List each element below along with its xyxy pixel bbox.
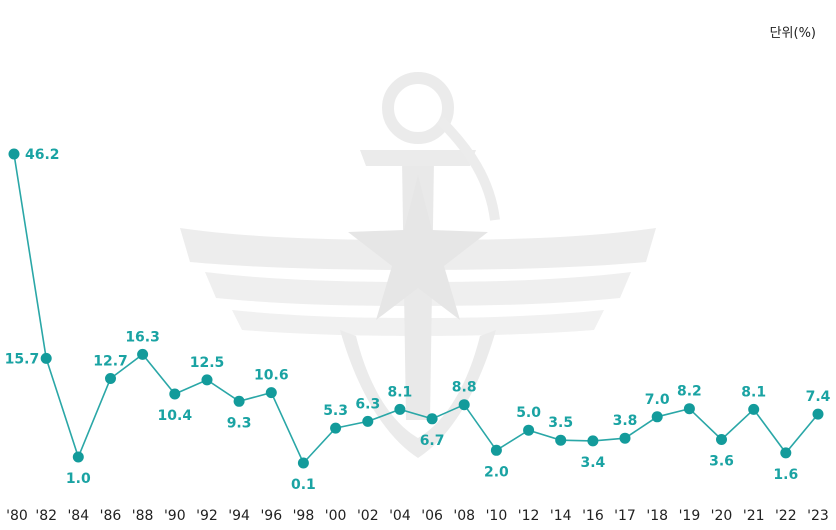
data-point xyxy=(619,432,631,444)
x-tick-label: '80 xyxy=(6,508,28,524)
data-label: 6.7 xyxy=(420,433,445,449)
data-point xyxy=(40,352,52,364)
x-tick-label: '23 xyxy=(807,508,829,524)
data-label: 10.6 xyxy=(254,368,289,384)
data-point xyxy=(201,374,213,386)
data-point xyxy=(8,148,20,160)
x-tick-label: '84 xyxy=(67,508,89,524)
data-point xyxy=(587,435,599,447)
data-label: 8.2 xyxy=(677,384,702,400)
data-point xyxy=(523,424,535,436)
data-label: 3.6 xyxy=(709,454,734,470)
data-label: 3.8 xyxy=(613,413,638,429)
data-point xyxy=(233,395,245,407)
series-line xyxy=(13,153,819,465)
x-tick-label: '14 xyxy=(550,508,572,524)
x-tick-label: '82 xyxy=(35,508,57,524)
x-tick-label: '92 xyxy=(196,508,218,524)
data-label: 7.0 xyxy=(645,392,670,408)
data-point xyxy=(105,373,116,384)
x-tick-label: '06 xyxy=(421,508,443,524)
data-markers xyxy=(8,148,824,469)
x-tick-label: '18 xyxy=(646,508,668,524)
x-tick-label: '86 xyxy=(100,508,122,524)
data-label: 10.4 xyxy=(158,408,193,424)
x-tick-label: '90 xyxy=(164,508,186,524)
data-label: 3.4 xyxy=(580,455,605,471)
data-point xyxy=(683,403,695,415)
x-tick-label: '08 xyxy=(453,508,475,524)
data-point xyxy=(265,387,277,399)
data-label: 3.5 xyxy=(548,415,573,431)
data-label: 5.3 xyxy=(323,403,348,419)
data-label: 8.1 xyxy=(387,384,412,400)
data-label: 1.0 xyxy=(66,471,91,487)
data-label: 12.7 xyxy=(93,354,128,370)
data-label: 16.3 xyxy=(125,329,160,345)
data-label: 5.0 xyxy=(516,405,541,421)
data-label: 15.7 xyxy=(5,351,40,367)
x-tick-label: '94 xyxy=(228,508,250,524)
data-point xyxy=(330,422,342,434)
x-tick-label: '02 xyxy=(357,508,379,524)
x-tick-label: '21 xyxy=(743,508,765,524)
x-tick-label: '96 xyxy=(260,508,282,524)
x-tick-label: '16 xyxy=(582,508,604,524)
data-point xyxy=(651,411,663,423)
data-point xyxy=(362,415,374,427)
x-tick-label: '20 xyxy=(711,508,733,524)
data-label: 46.2 xyxy=(25,147,60,163)
x-axis-tick-labels: '80 '82 '84 '86 '88 '90 '92 '94 '96 '98 '00 '02 '04 '… xyxy=(6,508,829,524)
x-tick-label: '12 xyxy=(518,508,540,524)
x-tick-label: '17 xyxy=(614,508,636,524)
x-tick-label: '88 xyxy=(132,508,154,524)
data-label: 1.6 xyxy=(773,467,798,483)
x-tick-label: '98 xyxy=(293,508,315,524)
data-label: 9.3 xyxy=(227,415,252,431)
data-label: 12.5 xyxy=(190,355,225,371)
data-point xyxy=(426,413,438,425)
data-label: 7.4 xyxy=(806,389,831,405)
data-labels: 46.2 15.7 1.0 12.7 16.3 10.4 12.5 9.3 10.6 0.1 5.3… xyxy=(5,147,831,493)
unit-label: 단위(%) xyxy=(770,26,816,41)
x-tick-label: '10 xyxy=(486,508,508,524)
x-tick-label: '00 xyxy=(325,508,347,524)
background-emblem xyxy=(180,72,656,458)
data-point xyxy=(748,403,760,415)
data-point xyxy=(555,434,567,446)
data-point xyxy=(394,403,406,415)
data-label: 0.1 xyxy=(291,477,316,493)
data-label: 8.8 xyxy=(452,380,477,396)
data-point xyxy=(490,444,502,456)
data-point xyxy=(137,348,149,360)
x-tick-label: '19 xyxy=(679,508,701,524)
data-point xyxy=(169,388,181,400)
data-label: 8.1 xyxy=(741,384,766,400)
data-point xyxy=(458,399,470,411)
data-point xyxy=(72,451,84,463)
data-label: 2.0 xyxy=(484,464,509,480)
data-point xyxy=(716,434,727,445)
data-point xyxy=(780,447,792,459)
data-point xyxy=(812,408,824,420)
data-point xyxy=(297,457,309,469)
x-tick-label: '04 xyxy=(389,508,411,524)
x-tick-label: '22 xyxy=(775,508,797,524)
data-label: 6.3 xyxy=(355,396,380,412)
